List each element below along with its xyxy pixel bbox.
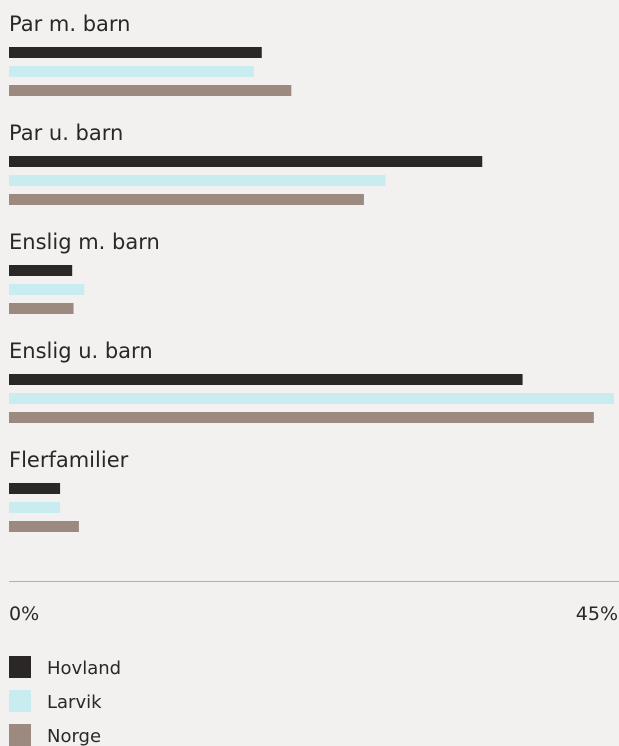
category-label: Par u. barn: [9, 121, 123, 145]
bar-larvik: [9, 284, 85, 295]
bar-norge: [9, 85, 292, 96]
bar-larvik: [9, 502, 61, 513]
bar-larvik: [9, 66, 254, 77]
category-label: Enslig u. barn: [9, 339, 153, 363]
bar-larvik: [9, 393, 614, 404]
bar-norge: [9, 412, 594, 423]
legend-swatch-norge: [9, 724, 31, 746]
tick-label-min: 0%: [9, 603, 39, 625]
bar-norge: [9, 521, 79, 532]
tick-label-max: 45%: [576, 603, 618, 625]
bar-norge: [9, 303, 74, 314]
bar-hovland: [9, 156, 483, 167]
bar-norge: [9, 194, 364, 205]
legend-swatch-hovland: [9, 656, 31, 678]
legend-swatch-larvik: [9, 690, 31, 712]
bar-hovland: [9, 374, 523, 385]
category-label: Par m. barn: [9, 12, 130, 36]
legend-label-hovland: Hovland: [47, 658, 121, 679]
plot-area: Par m. barn Par u. barn Enslig m. barn Ensl…: [9, 12, 614, 532]
bar-hovland: [9, 47, 262, 58]
category-label: Flerfamilier: [9, 448, 129, 472]
legend: Hovland Larvik Norge: [9, 656, 121, 746]
legend-label-norge: Norge: [47, 726, 101, 746]
legend-label-larvik: Larvik: [47, 692, 102, 713]
category-label: Enslig m. barn: [9, 230, 160, 254]
bar-hovland: [9, 483, 61, 494]
bar-hovland: [9, 265, 73, 276]
bar-larvik: [9, 175, 386, 186]
